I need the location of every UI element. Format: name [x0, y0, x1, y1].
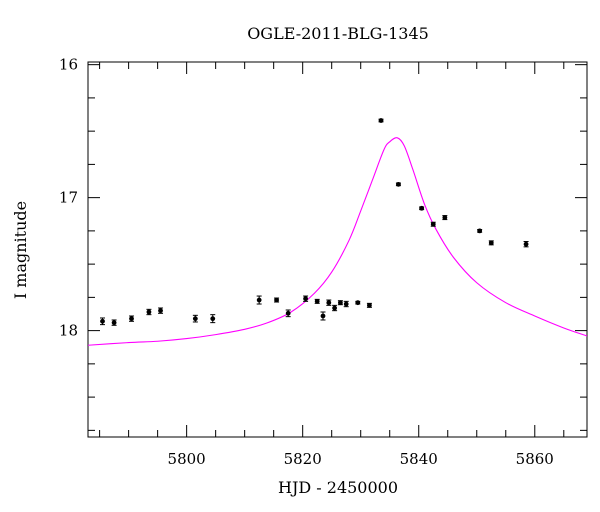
- data-point-marker: [285, 310, 291, 316]
- x-tick-label: 5800: [168, 450, 206, 468]
- x-tick-label: 5860: [516, 450, 554, 468]
- data-points-layer: [100, 118, 529, 326]
- data-point: [146, 308, 152, 316]
- y-tick-label: 18: [59, 322, 78, 340]
- y-axis-ticks: [88, 64, 587, 431]
- data-point: [158, 307, 164, 314]
- data-point: [320, 311, 326, 321]
- y-tick-label: 17: [59, 189, 78, 207]
- data-point-marker: [100, 318, 105, 324]
- data-point-marker: [210, 316, 216, 322]
- x-axis-tick-labels: 5800 5820 5840 5860: [168, 450, 554, 468]
- data-point: [355, 300, 361, 306]
- data-point: [366, 302, 372, 308]
- y-axis-label: I magnitude: [11, 201, 30, 299]
- data-point: [442, 215, 448, 221]
- data-point-marker: [442, 215, 448, 220]
- data-point: [337, 300, 343, 306]
- data-point-marker: [129, 316, 134, 322]
- data-point-marker: [378, 118, 384, 123]
- x-tick-label: 5840: [400, 450, 438, 468]
- data-point: [419, 205, 425, 211]
- data-point: [332, 304, 338, 312]
- data-point: [100, 317, 106, 326]
- data-point-marker: [326, 300, 332, 306]
- data-point-marker: [343, 301, 349, 307]
- data-point-marker: [523, 241, 529, 247]
- data-point-marker: [274, 297, 279, 303]
- data-point-marker: [396, 181, 401, 187]
- data-point-marker: [488, 240, 494, 246]
- data-point: [430, 221, 436, 227]
- data-point: [129, 315, 135, 322]
- plot-area-border: [87, 61, 588, 438]
- data-point: [256, 295, 262, 305]
- data-point: [523, 241, 529, 248]
- data-point-marker: [111, 320, 117, 326]
- data-point: [488, 240, 494, 246]
- data-point-marker: [355, 300, 361, 306]
- model-curve: [88, 137, 587, 346]
- data-point-marker: [192, 316, 198, 322]
- data-point: [314, 298, 320, 304]
- data-point: [477, 228, 483, 234]
- data-point: [326, 299, 332, 306]
- data-point-marker: [338, 300, 343, 306]
- data-point-marker: [332, 305, 337, 311]
- data-point-marker: [430, 221, 436, 227]
- data-point-marker: [146, 309, 152, 315]
- x-tick-label: 5820: [284, 450, 322, 468]
- data-point: [343, 300, 349, 308]
- data-point-marker: [158, 308, 163, 314]
- data-point-marker: [320, 313, 326, 319]
- data-point-marker: [314, 298, 320, 304]
- plot-frame: [87, 61, 588, 438]
- chart-title: OGLE-2011-BLG-1345: [247, 24, 429, 43]
- data-point: [378, 118, 384, 123]
- data-point: [303, 295, 309, 302]
- data-point: [274, 297, 280, 303]
- data-point: [210, 314, 216, 324]
- data-point-marker: [419, 205, 425, 211]
- model-curve-layer: [88, 137, 587, 346]
- data-point-marker: [256, 297, 262, 303]
- data-point-marker: [367, 302, 372, 308]
- data-point-marker: [477, 228, 483, 234]
- x-axis-label: HJD - 2450000: [278, 478, 398, 497]
- data-point: [192, 314, 198, 323]
- data-point: [111, 319, 117, 326]
- y-axis-tick-labels: 16 17 18: [59, 56, 78, 340]
- y-tick-label: 16: [59, 56, 78, 74]
- x-axis-ticks: [99, 62, 565, 437]
- data-point-marker: [303, 296, 308, 302]
- data-point: [395, 181, 401, 187]
- data-point: [285, 309, 291, 318]
